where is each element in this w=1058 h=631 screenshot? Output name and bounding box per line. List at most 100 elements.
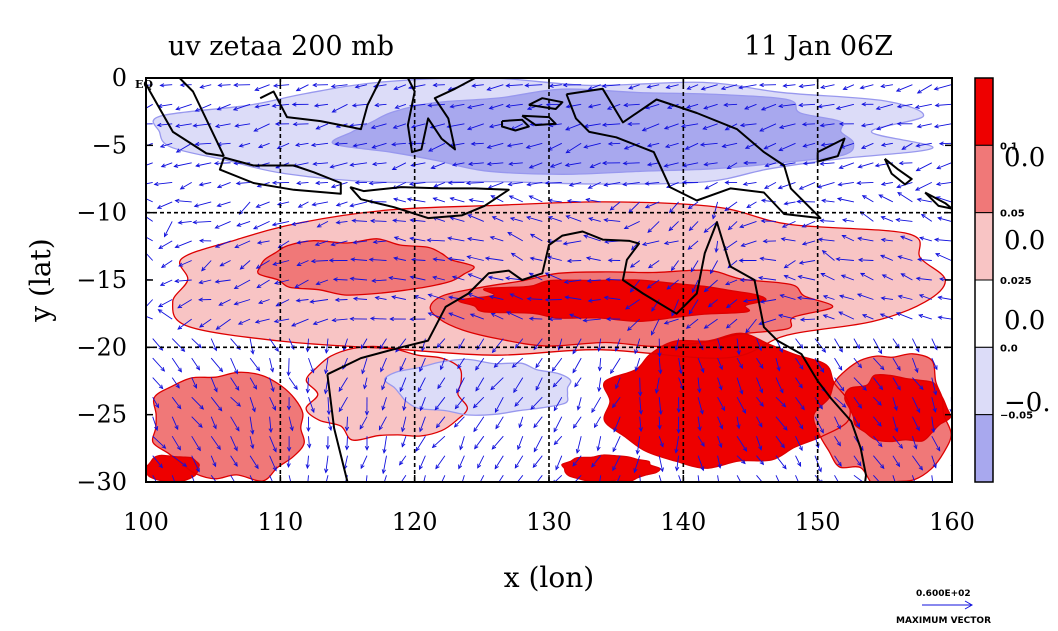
wind-vector-shaft bbox=[892, 338, 900, 349]
wind-vector-shaft bbox=[335, 299, 348, 301]
wind-vector-head bbox=[305, 347, 310, 353]
wind-vector-698 bbox=[658, 397, 663, 416]
wind-vector-677 bbox=[249, 397, 256, 413]
wind-vector-head bbox=[525, 144, 531, 149]
wind-vector-shaft bbox=[857, 181, 874, 184]
wind-vector-shaft bbox=[434, 396, 446, 410]
wind-vector-shaft bbox=[744, 103, 757, 110]
wind-vector-head bbox=[572, 423, 578, 429]
wind-vector-807 bbox=[324, 455, 329, 474]
wind-vector-head bbox=[746, 203, 752, 209]
wind-vector-head bbox=[545, 102, 551, 107]
wind-vector-head bbox=[582, 318, 588, 323]
wind-vector-400 bbox=[566, 258, 582, 264]
wind-vector-head bbox=[570, 484, 574, 488]
wind-vector-shaft bbox=[814, 396, 823, 410]
wind-vector-head bbox=[175, 123, 181, 128]
wind-vector-head bbox=[332, 277, 338, 282]
wind-vector-312 bbox=[491, 216, 504, 222]
wind-vector-shaft bbox=[269, 357, 274, 372]
wind-vector-head bbox=[216, 106, 222, 111]
wind-vector-head bbox=[392, 197, 399, 202]
wind-vector-shaft bbox=[417, 377, 426, 392]
wind-vector-head bbox=[938, 141, 944, 146]
wind-vector-shaft bbox=[316, 181, 329, 184]
wind-vector-shaft bbox=[758, 277, 777, 281]
wind-vector-791 bbox=[834, 435, 841, 447]
wind-vector-head bbox=[565, 215, 571, 220]
wind-vector-head bbox=[622, 182, 628, 187]
wind-vector-shaft bbox=[547, 256, 562, 261]
wind-vector-605 bbox=[475, 357, 485, 371]
wind-vector-646 bbox=[456, 377, 465, 394]
wind-vector-shaft bbox=[701, 84, 718, 90]
wind-vector-head bbox=[798, 446, 803, 452]
wind-vector-head bbox=[861, 195, 867, 200]
wind-vector-858 bbox=[498, 475, 504, 482]
contour-line-10 bbox=[844, 373, 952, 443]
wind-vector-18 bbox=[486, 84, 504, 91]
wind-vector-61 bbox=[505, 103, 523, 109]
wind-vector-shaft bbox=[900, 235, 913, 242]
wind-vector-head bbox=[239, 265, 245, 270]
wind-vector-359 bbox=[583, 234, 601, 242]
wind-vector-244 bbox=[798, 181, 816, 190]
wind-vector-head bbox=[566, 198, 572, 204]
wind-vector-head bbox=[919, 385, 924, 391]
wind-vector-317 bbox=[588, 217, 601, 222]
wind-vector-518 bbox=[409, 316, 426, 322]
wind-vector-shaft bbox=[382, 397, 387, 410]
wind-vector-762 bbox=[269, 436, 277, 453]
wind-vector-head bbox=[419, 406, 424, 412]
wind-vector-297 bbox=[192, 220, 212, 225]
wind-vector-169 bbox=[160, 162, 173, 168]
wind-vector-340 bbox=[214, 240, 231, 248]
wind-vector-head bbox=[451, 162, 457, 167]
wind-vector-head bbox=[295, 298, 301, 303]
wind-vector-shaft bbox=[834, 377, 845, 392]
wind-vector-788 bbox=[775, 435, 785, 449]
wind-vector-head bbox=[796, 199, 802, 204]
wind-vector-193 bbox=[622, 161, 640, 166]
wind-vector-675 bbox=[210, 396, 223, 412]
wind-vector-529 bbox=[627, 318, 641, 332]
wind-vector-head bbox=[254, 86, 260, 91]
wind-vector-shaft bbox=[351, 258, 368, 261]
wind-vector-222 bbox=[368, 181, 387, 186]
wind-vector-head bbox=[801, 122, 807, 127]
wind-vector-shaft bbox=[658, 455, 664, 472]
wind-vector-344 bbox=[296, 240, 309, 245]
wind-vector-325 bbox=[739, 220, 757, 229]
wind-vector-shaft bbox=[892, 397, 898, 411]
wind-vector-head bbox=[546, 255, 552, 260]
wind-vector-head bbox=[800, 405, 805, 411]
wind-vector-shaft bbox=[897, 103, 913, 108]
wind-vector-head bbox=[820, 273, 826, 277]
wind-vector-558 bbox=[379, 338, 387, 350]
wind-vector-head bbox=[572, 368, 577, 374]
wind-vector-shaft bbox=[210, 416, 217, 429]
wind-vector-shaft bbox=[667, 103, 679, 109]
wind-vector-head bbox=[779, 293, 785, 299]
wind-vector-278 bbox=[644, 201, 660, 209]
wind-vector-82 bbox=[914, 103, 932, 110]
wind-vector-shaft bbox=[254, 123, 270, 132]
coastline-7 bbox=[406, 78, 476, 154]
wind-vector-head bbox=[199, 84, 205, 89]
wind-vector-31 bbox=[738, 84, 757, 90]
wind-vector-438 bbox=[487, 275, 504, 281]
wind-vector-head bbox=[663, 240, 669, 246]
wind-vector-610 bbox=[572, 357, 582, 374]
wind-vector-837 bbox=[912, 455, 924, 471]
wind-vector-444 bbox=[605, 277, 621, 282]
wind-vector-head bbox=[916, 124, 922, 129]
colorbar-swatch-2 bbox=[974, 212, 994, 281]
wind-vector-shaft bbox=[230, 475, 236, 482]
wind-vector-head bbox=[820, 142, 826, 147]
colorbar-level-3: 0.0 bbox=[1000, 343, 1018, 354]
wind-vector-697 bbox=[638, 397, 643, 415]
wind-vector-shaft bbox=[450, 197, 465, 203]
wind-vector-head bbox=[764, 163, 770, 168]
wind-vector-shaft bbox=[665, 142, 679, 148]
wind-vector-head bbox=[916, 408, 921, 414]
